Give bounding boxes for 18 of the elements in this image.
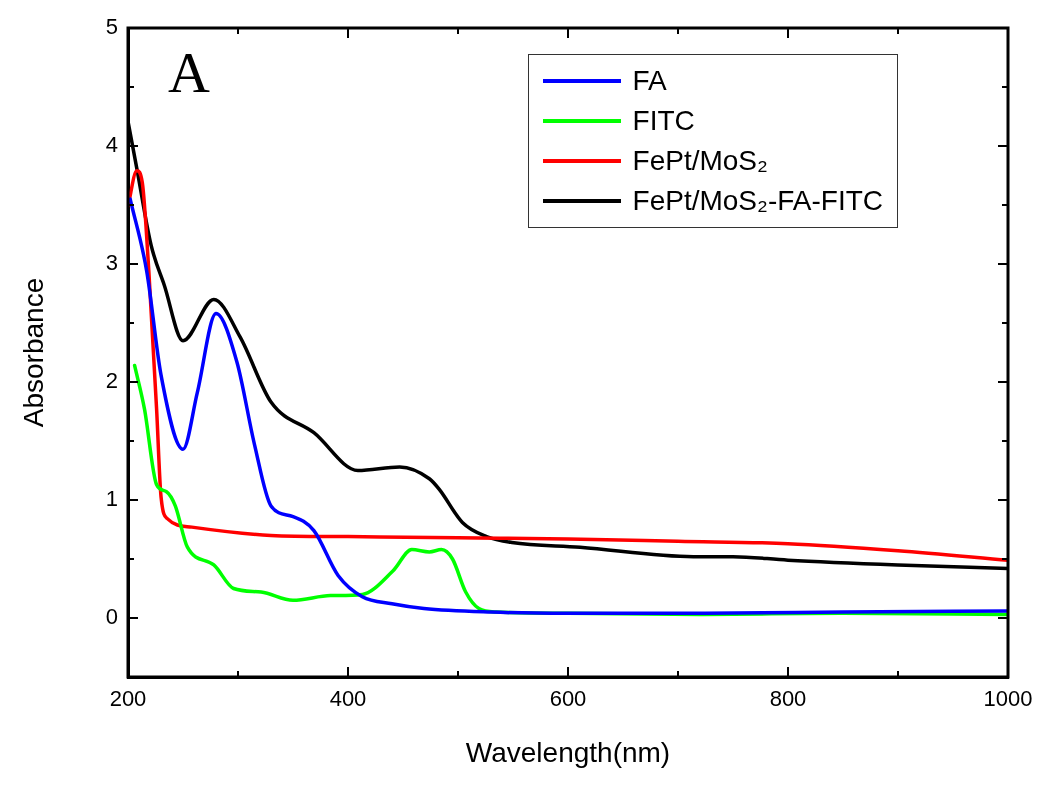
x-tick-label: 600: [549, 686, 587, 712]
y-tick-label: 4: [105, 132, 118, 158]
x-axis-title: Wavelength(nm): [465, 736, 671, 768]
y-tick-label: 3: [105, 250, 118, 276]
legend-label: FITC: [632, 104, 695, 138]
x-tick-label: 800: [769, 686, 807, 712]
y-tick-label: 5: [105, 14, 118, 40]
legend-label: FA: [632, 64, 667, 98]
y-axis-title: Absorbance: [17, 277, 49, 428]
y-tick-label: 2: [105, 368, 118, 394]
x-tick-label: 1000: [983, 686, 1033, 712]
legend-label: FePt/MoS₂: [632, 144, 768, 178]
legend-label: FePt/MoS₂-FA-FITC: [632, 184, 883, 218]
y-tick-label: 0: [105, 604, 118, 630]
x-tick-label: 200: [109, 686, 147, 712]
y-tick-label: 1: [105, 486, 118, 512]
x-tick-label: 400: [329, 686, 367, 712]
annotation: A: [168, 40, 210, 106]
